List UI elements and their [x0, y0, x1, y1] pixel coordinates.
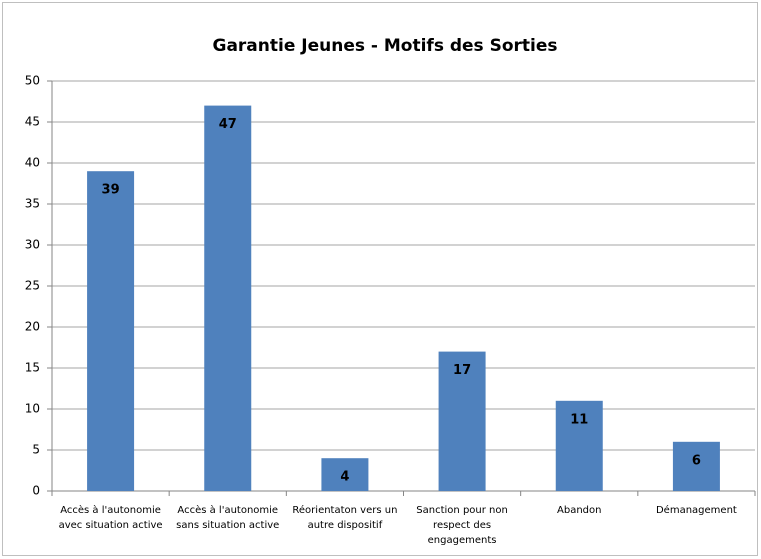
x-tick-label: Abandon	[557, 505, 602, 516]
bar	[321, 458, 369, 491]
y-tick-label: 10	[25, 402, 40, 416]
data-label: 4	[340, 470, 349, 485]
y-tick-label: 5	[32, 443, 40, 457]
x-tick-label: Réorientaton vers un autre dispositif	[292, 505, 398, 531]
bar	[555, 400, 603, 491]
x-tick-label: Démanagement	[655, 505, 737, 516]
bar	[672, 441, 720, 491]
data-label: 6	[692, 453, 701, 468]
y-tick-label: 15	[25, 361, 40, 375]
y-tick-label: 25	[25, 279, 40, 293]
y-tick-label: 0	[32, 484, 40, 498]
y-tick-label: 30	[25, 238, 40, 252]
x-tick-label: Accès à l'autonomie sans situation activ…	[176, 505, 280, 531]
bar	[87, 171, 135, 491]
bar	[204, 105, 252, 491]
chart-title: Garantie Jeunes - Motifs des Sorties	[212, 36, 557, 56]
y-tick-label: 20	[25, 320, 40, 334]
y-tick-label: 45	[25, 115, 40, 129]
data-label: 39	[102, 183, 120, 198]
data-label: 11	[570, 412, 588, 427]
data-label: 47	[219, 117, 237, 132]
y-tick-label: 35	[25, 197, 40, 211]
x-tick-label: Accès à l'autonomie avec situation activ…	[58, 505, 163, 531]
x-tick-label: Sanction pour non respect des engagement…	[416, 505, 508, 546]
bar	[438, 351, 486, 491]
y-tick-label: 40	[25, 156, 40, 170]
data-label: 17	[453, 363, 471, 378]
y-tick-label: 50	[25, 74, 40, 88]
